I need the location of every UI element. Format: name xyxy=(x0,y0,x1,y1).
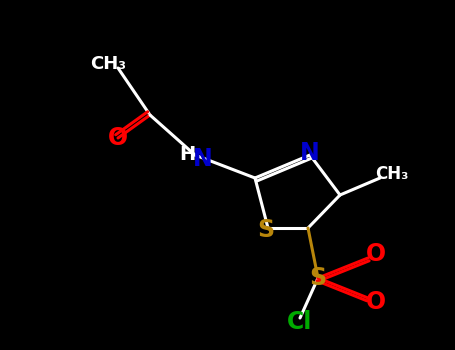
Text: N: N xyxy=(193,147,213,171)
Text: Cl: Cl xyxy=(287,310,313,334)
Text: N: N xyxy=(300,141,320,165)
Text: H: H xyxy=(179,146,195,164)
Text: CH₃: CH₃ xyxy=(90,55,126,73)
Text: O: O xyxy=(108,126,128,150)
Text: O: O xyxy=(366,290,386,314)
Text: S: S xyxy=(258,218,274,242)
Text: O: O xyxy=(366,242,386,266)
Text: S: S xyxy=(309,266,327,290)
Text: CH₃: CH₃ xyxy=(375,165,409,183)
